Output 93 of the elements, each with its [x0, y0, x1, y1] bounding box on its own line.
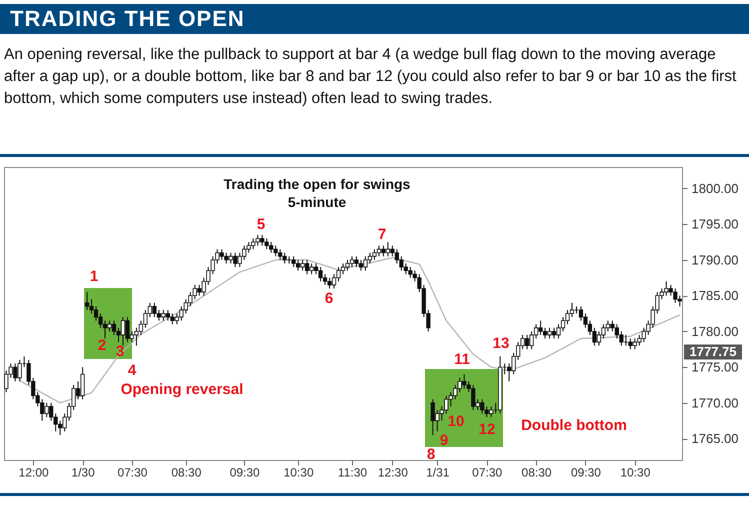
- candlestick: [309, 262, 314, 275]
- candlestick: [583, 313, 588, 328]
- candlestick: [314, 262, 318, 275]
- candlestick: [292, 256, 296, 268]
- x-tick-label: 10:30: [284, 466, 314, 480]
- candlestick: [529, 330, 534, 350]
- annotation: Trading the open for swings: [224, 176, 411, 192]
- candlestick: [120, 316, 126, 346]
- candlestick: [156, 309, 162, 322]
- candlestick: [125, 316, 130, 343]
- x-tick-label: 1/31: [426, 466, 450, 480]
- candlestick: [134, 327, 139, 346]
- x-tick-label: 1/30: [71, 466, 96, 480]
- candlestick: [304, 259, 310, 275]
- annotation: 10: [448, 413, 464, 430]
- x-tick-label: 09:30: [570, 466, 602, 480]
- y-tick-label: 1795.00: [692, 216, 738, 232]
- annotation: 8: [426, 446, 436, 463]
- candlestick: [560, 316, 566, 332]
- annotation: 6: [324, 290, 334, 307]
- annotation: 4: [128, 362, 137, 379]
- x-tick-label: 11:30: [338, 466, 368, 480]
- line-series: [19, 257, 680, 404]
- text: 1777.75: [690, 344, 736, 359]
- candlestick: [381, 245, 386, 257]
- y-tick-label: 1800.00: [692, 180, 738, 196]
- candlestick: [80, 366, 85, 400]
- x-tick-label: 08:30: [522, 466, 552, 480]
- annotation: 12: [478, 421, 496, 438]
- x-tick-label: 09:30: [230, 466, 260, 480]
- candlestick: [300, 259, 305, 272]
- candlestick: [332, 274, 336, 289]
- candlestick: [368, 252, 372, 264]
- y-tick-label: 1790.00: [692, 252, 738, 268]
- candlestick: [102, 320, 108, 340]
- candlestick: [107, 320, 112, 332]
- chart-title: TRADING THE OPEN: [0, 4, 749, 34]
- candlestick: [354, 256, 359, 268]
- annotation: 13: [492, 335, 510, 352]
- y-tick-label: 1785.00: [692, 288, 738, 304]
- candlestick: [322, 274, 328, 286]
- annotation: 9: [440, 432, 448, 449]
- y-tick-label: 1765.00: [692, 431, 738, 446]
- annotation: 5-minute: [288, 194, 346, 210]
- candlestick: [570, 302, 574, 318]
- candlestick: [89, 298, 94, 314]
- candlestick: [547, 327, 552, 340]
- candlestick: [84, 292, 90, 310]
- candlestick: [143, 309, 148, 328]
- x-tick-label: 12:30: [378, 466, 408, 480]
- annotation: Opening reversal: [120, 381, 244, 398]
- chart-subtitle: An opening reversal, like the pullback to support at bar 4 (a wedge bull flag down to the moving average after a gap up), or a double bottom, like bar 8 and bar 12 (you could also refer to bar 9 or bar 10 as the first bottom, which some computers use instead) often lead to swing trades.: [3, 45, 738, 109]
- candlestick: [524, 334, 530, 350]
- candlestick: [542, 327, 548, 340]
- x-tick-label: 08:30: [171, 466, 202, 480]
- candlestick: [363, 256, 368, 272]
- candlestick: [376, 245, 382, 257]
- annotation: 1: [90, 268, 98, 285]
- candlestick: [336, 266, 341, 282]
- candlestick: [327, 277, 332, 289]
- candlestick: [350, 256, 354, 268]
- x-tick-label: 07:30: [472, 466, 503, 480]
- annotation: 11: [454, 351, 470, 368]
- candlestick: [565, 309, 570, 325]
- candlestick: [606, 320, 610, 332]
- candlestick: [112, 320, 116, 336]
- annotation: 7: [378, 226, 386, 243]
- candlestick: [619, 330, 624, 346]
- candlestick: [578, 306, 584, 322]
- candlestick: [592, 327, 597, 346]
- candlestick: [345, 259, 350, 272]
- candlestick: [596, 330, 602, 346]
- candlestick: [538, 320, 543, 336]
- y-tick-label: 1780.00: [692, 324, 738, 339]
- x-tick-label: 12:00: [18, 466, 50, 480]
- candlestick: [372, 248, 377, 260]
- annotation: Double bottom: [521, 417, 627, 434]
- candlestick: [340, 262, 346, 275]
- candlestick: [552, 327, 556, 340]
- candlestick: [152, 302, 157, 318]
- candlestick: [610, 320, 615, 332]
- candlestick: [601, 324, 606, 340]
- y-tick-label: 1770.00: [692, 395, 738, 410]
- annotation: 5: [256, 216, 266, 233]
- x-tick-label: 07:30: [117, 466, 148, 480]
- candlestick: [318, 266, 323, 282]
- candlestick: [98, 313, 103, 328]
- candlestick: [556, 324, 561, 340]
- annotation: 2: [98, 337, 106, 354]
- candlestick: [94, 306, 98, 322]
- y-tick-label: 1775.00: [692, 360, 738, 375]
- x-tick-label: 10:30: [620, 466, 651, 480]
- candlestick: [358, 259, 364, 272]
